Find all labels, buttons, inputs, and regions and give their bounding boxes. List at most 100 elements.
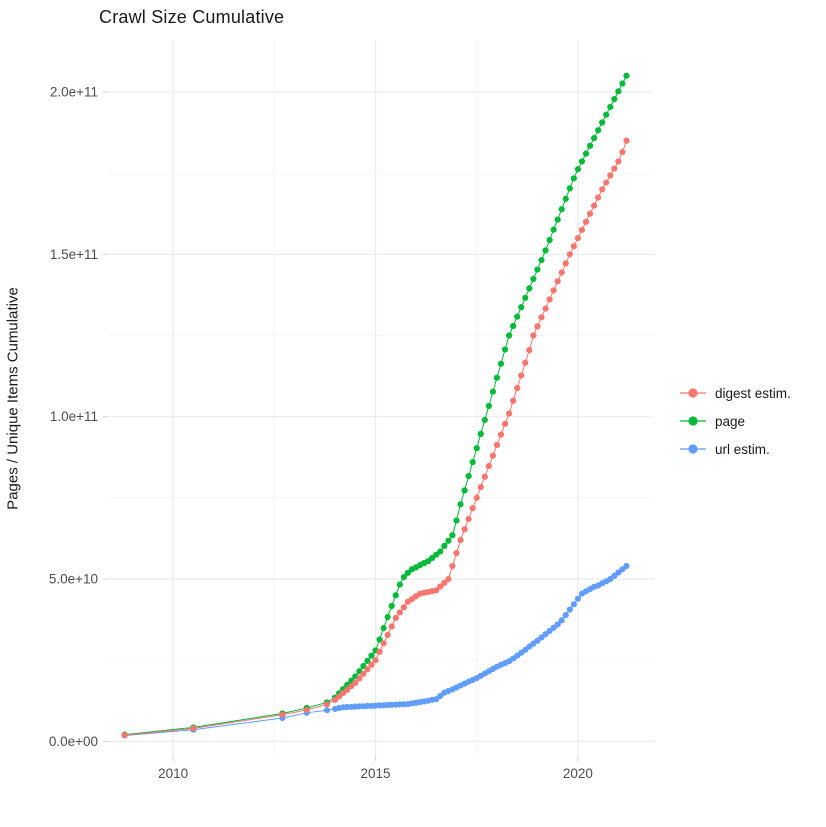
data-point	[384, 613, 391, 621]
data-point	[574, 595, 582, 602]
data-point	[461, 487, 468, 494]
data-point	[441, 542, 448, 550]
data-point	[574, 166, 582, 173]
data-point	[558, 269, 565, 276]
data-point	[190, 725, 197, 732]
x-tick-label: 2010	[158, 766, 188, 781]
data-point	[477, 484, 484, 491]
data-point	[570, 175, 577, 182]
data-point	[562, 260, 569, 267]
data-point	[619, 80, 626, 87]
data-point	[501, 346, 509, 353]
data-point	[554, 216, 561, 223]
legend-key-dot-icon	[680, 444, 706, 454]
data-point	[465, 515, 472, 523]
legend-label: digest estim.	[715, 385, 791, 401]
y-tick-label: 1.5e+11	[50, 247, 98, 262]
data-point	[526, 347, 533, 354]
data-point	[615, 88, 622, 95]
data-point	[368, 661, 375, 668]
data-point	[542, 247, 549, 254]
data-point	[566, 606, 573, 613]
data-point	[599, 119, 606, 126]
y-tick-label: 0.0e+00	[49, 734, 98, 749]
data-point	[554, 621, 561, 628]
data-point	[481, 416, 488, 424]
data-point	[538, 257, 545, 264]
legend-item-digest-estim: digest estim.	[678, 379, 791, 407]
data-point	[595, 127, 602, 134]
data-point	[453, 549, 460, 557]
data-point	[376, 648, 383, 655]
data-point	[607, 103, 614, 110]
data-point	[392, 614, 399, 622]
data-point	[336, 693, 343, 700]
data-point	[497, 360, 505, 367]
data-point	[578, 158, 586, 165]
data-point	[352, 679, 359, 687]
data-point	[489, 452, 497, 459]
data-point	[530, 332, 537, 339]
data-point	[578, 226, 586, 234]
data-point	[611, 165, 618, 172]
data-point	[558, 206, 565, 213]
data-point	[595, 194, 602, 201]
data-point	[457, 536, 464, 544]
legend-item-url-estim: url estim.	[678, 435, 791, 463]
legend-label: page	[715, 413, 746, 429]
data-point	[550, 287, 557, 294]
data-point	[400, 604, 407, 611]
data-point	[607, 172, 614, 179]
data-point	[542, 305, 549, 312]
legend: digest estim. page url estim.	[678, 379, 791, 463]
data-point	[323, 701, 331, 708]
y-tick-label: 5.0e+10	[49, 572, 98, 587]
data-point	[453, 517, 460, 524]
data-point	[437, 583, 444, 590]
data-point	[603, 179, 610, 186]
data-point	[514, 384, 521, 392]
data-point	[437, 548, 444, 555]
legend-label: url estim.	[715, 441, 770, 457]
data-point	[534, 266, 541, 273]
data-point	[485, 402, 492, 410]
data-point	[445, 575, 452, 583]
data-point	[473, 494, 480, 501]
data-point	[392, 592, 399, 599]
data-point	[477, 430, 484, 437]
data-point	[497, 431, 505, 438]
data-point	[469, 505, 476, 512]
data-point	[514, 313, 521, 320]
y-tick-label: 2.0e+11	[50, 84, 98, 99]
data-point	[449, 532, 456, 539]
data-point	[530, 275, 537, 283]
data-point	[323, 707, 331, 714]
data-point	[611, 95, 618, 103]
data-point	[303, 706, 310, 713]
data-point	[465, 472, 472, 480]
data-point	[441, 579, 448, 587]
data-point	[623, 562, 630, 570]
y-tick-label: 1.0e+11	[50, 409, 98, 424]
data-point	[590, 202, 598, 209]
data-point	[518, 304, 525, 311]
data-point	[566, 185, 573, 192]
data-point	[506, 332, 513, 339]
legend-key-dot-icon	[680, 416, 706, 426]
data-point	[493, 374, 501, 381]
data-point	[570, 243, 577, 250]
data-point	[619, 148, 626, 156]
data-point	[501, 420, 509, 427]
data-point	[550, 226, 557, 233]
data-point	[433, 587, 440, 594]
data-point	[582, 218, 590, 225]
data-point	[279, 711, 286, 718]
data-point	[364, 657, 371, 664]
data-point	[388, 623, 395, 630]
data-point	[510, 322, 517, 330]
data-point	[400, 573, 407, 581]
data-point	[473, 445, 480, 452]
data-point	[546, 296, 553, 303]
data-point	[518, 372, 525, 379]
